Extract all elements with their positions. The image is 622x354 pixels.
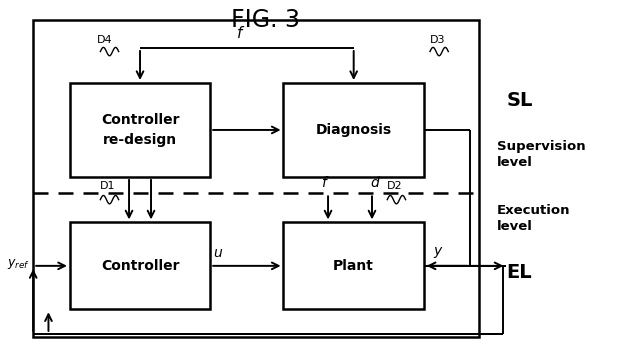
Text: Diagnosis: Diagnosis (315, 123, 392, 137)
Text: $y_{ref}$: $y_{ref}$ (7, 257, 30, 271)
Text: FIG. 3: FIG. 3 (231, 8, 300, 32)
Bar (33, 20, 479, 337)
Bar (284, 222, 424, 309)
Text: Controller: Controller (101, 259, 179, 273)
Text: Execution
level: Execution level (497, 204, 570, 233)
Text: $d$: $d$ (369, 175, 381, 190)
Text: D3: D3 (430, 35, 445, 45)
Text: EL: EL (506, 263, 532, 282)
Text: Supervision
level: Supervision level (497, 140, 586, 169)
Bar (70, 83, 210, 177)
Text: D4: D4 (97, 35, 113, 45)
Text: Plant: Plant (333, 259, 374, 273)
Text: D1: D1 (100, 181, 116, 191)
Bar (284, 83, 424, 177)
Text: $f$: $f$ (321, 175, 329, 190)
Text: $y$: $y$ (433, 245, 443, 259)
Text: Controller
re-design: Controller re-design (101, 113, 179, 147)
Text: D2: D2 (388, 181, 403, 191)
Text: $u$: $u$ (213, 246, 223, 259)
Text: $f$: $f$ (236, 25, 246, 41)
Text: SL: SL (506, 91, 532, 110)
Bar (70, 222, 210, 309)
